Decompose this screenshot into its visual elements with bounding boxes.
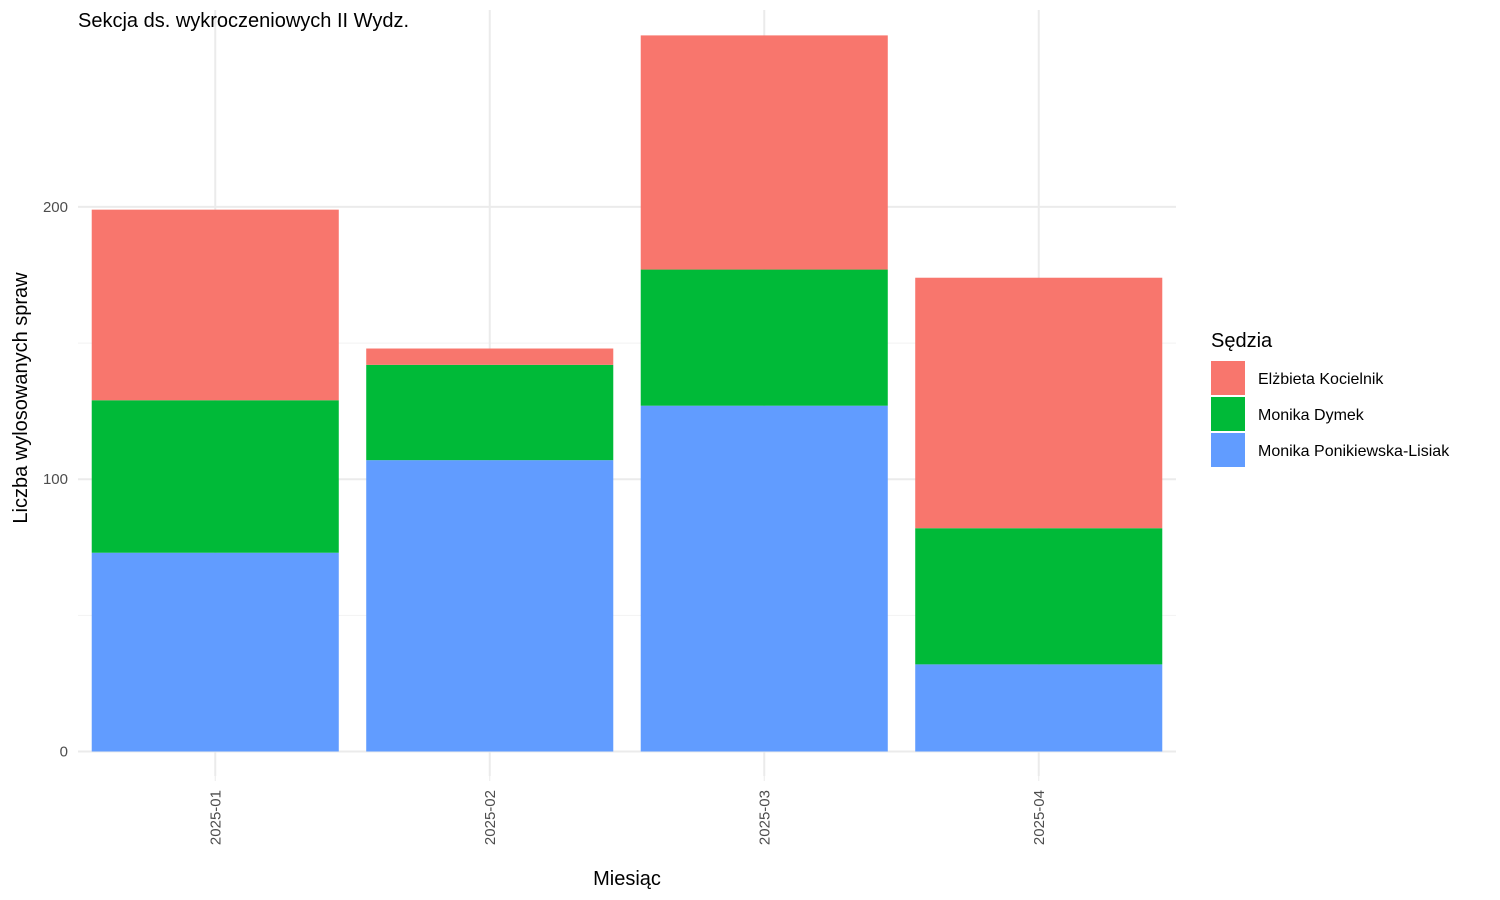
bar-segment: [915, 664, 1163, 752]
y-tick-label: 0: [60, 743, 68, 760]
chart-title: Sekcja ds. wykroczeniowych II Wydz.: [78, 10, 409, 32]
x-tick-label: 2025-02: [482, 790, 499, 845]
legend-title: Sędzia: [1211, 330, 1273, 352]
x-tick-labels: 2025-01 2025-02 2025-03 2025-04: [207, 775, 1048, 845]
bar-segment: [366, 348, 614, 365]
bar-segment: [91, 552, 339, 752]
bars: [91, 35, 1163, 752]
legend-label: Elżbieta Kocielnik: [1258, 371, 1384, 388]
bar-segment: [91, 400, 339, 553]
x-tick-label: 2025-01: [207, 790, 224, 845]
y-tick-label: 100: [43, 471, 68, 488]
y-axis-title: Liczba wylosowanych spraw: [10, 272, 32, 524]
legend-key: [1211, 361, 1245, 395]
legend-items: Elżbieta Kocielnik Monika Dymek Monika Pon…: [1211, 361, 1450, 467]
bar-segment: [366, 460, 614, 752]
bar-segment: [640, 405, 888, 752]
y-tick-label: 200: [43, 199, 68, 216]
bar-segment: [915, 277, 1163, 529]
x-axis-title: Miesiąc: [593, 868, 661, 890]
legend-label: Monika Dymek: [1258, 407, 1365, 424]
y-tick-labels: 0 100 200: [43, 199, 68, 761]
bar-segment: [91, 209, 339, 401]
legend: Sędzia Elżbieta Kocielnik Monika Dymek Mon…: [1211, 330, 1450, 467]
bar-segment: [640, 35, 888, 270]
x-tick-label: 2025-04: [1031, 790, 1048, 845]
legend-key: [1211, 433, 1245, 467]
bar-segment: [640, 269, 888, 406]
legend-key: [1211, 397, 1245, 431]
bar-segment: [366, 364, 614, 461]
legend-label: Monika Ponikiewska-Lisiak: [1258, 443, 1450, 460]
x-tick-label: 2025-03: [756, 790, 773, 845]
bar-segment: [915, 528, 1163, 665]
